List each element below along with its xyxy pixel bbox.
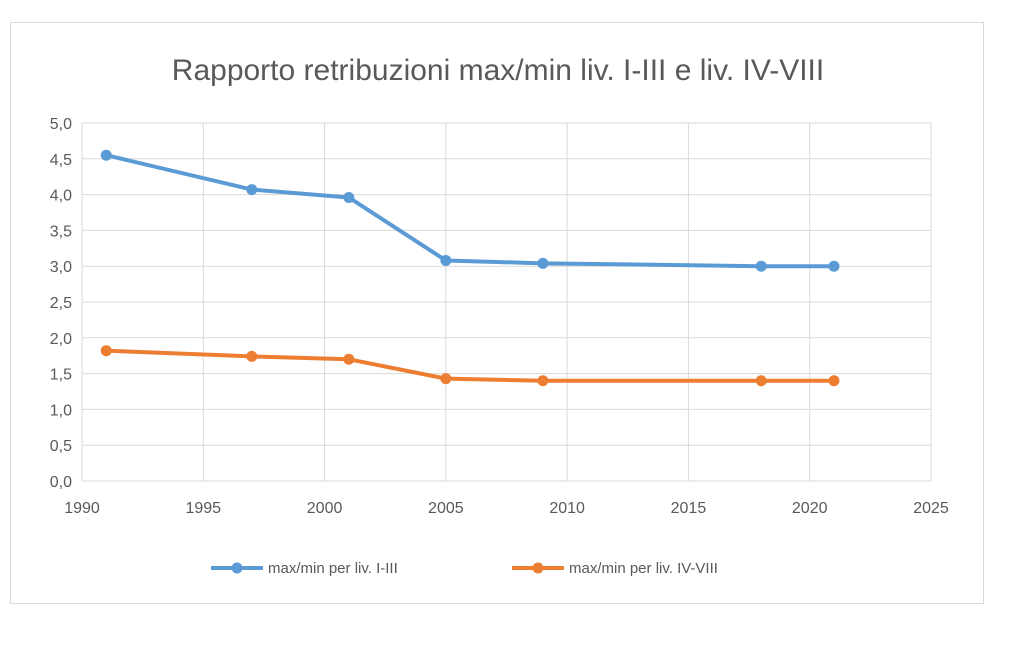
data-point: [343, 191, 355, 203]
x-tick-label: 2015: [671, 500, 707, 517]
x-tick-label: 2025: [913, 500, 949, 517]
x-tick-label: 2000: [307, 500, 343, 517]
data-point: [537, 375, 549, 387]
legend-label: max/min per liv. IV-VIII: [569, 560, 718, 577]
y-tick-label: 4,0: [50, 188, 72, 205]
axis-tick-labels: 0,0 0,5 1,0 1,5 2,0 2,5 3,0 3,5 4,0 4,5 5,0 1990 199…: [50, 116, 949, 517]
x-tick-label: 2020: [792, 500, 828, 517]
chart-frame: Rapporto retribuzioni max/min liv. I-III…: [10, 22, 984, 604]
data-point: [828, 260, 840, 272]
series-1: [100, 149, 840, 272]
y-tick-label: 4,5: [50, 152, 72, 169]
data-point: [755, 375, 767, 387]
x-tick-label: 1995: [185, 500, 221, 517]
data-point: [343, 353, 355, 365]
series-line: [104, 153, 836, 269]
y-tick-label: 2,0: [50, 331, 72, 348]
line-chart: Rapporto retribuzioni max/min liv. I-III…: [50, 54, 949, 577]
x-tick-label: 2005: [428, 500, 464, 517]
legend-marker: [532, 562, 544, 574]
y-tick-label: 5,0: [50, 116, 72, 133]
y-tick-label: 1,5: [50, 367, 72, 384]
y-tick-label: 2,5: [50, 295, 72, 312]
data-point: [440, 373, 452, 385]
x-tick-label: 1990: [64, 500, 100, 517]
legend-item: max/min per liv. I-III: [211, 560, 398, 577]
y-tick-label: 0,5: [50, 438, 72, 455]
data-point: [246, 184, 258, 196]
series-2: [100, 345, 840, 387]
data-point: [828, 375, 840, 387]
chart-title: Rapporto retribuzioni max/min liv. I-III…: [172, 54, 824, 87]
legend: max/min per liv. I-III max/min per liv. I…: [211, 560, 718, 577]
x-tick-label: 2010: [549, 500, 585, 517]
data-point: [755, 260, 767, 272]
y-tick-label: 1,0: [50, 402, 72, 419]
data-point: [537, 257, 549, 269]
data-point: [100, 149, 112, 161]
y-tick-label: 3,0: [50, 259, 72, 276]
series-layer: [100, 149, 840, 387]
y-tick-label: 0,0: [50, 474, 72, 491]
series-line: [104, 348, 836, 383]
data-point: [440, 254, 452, 266]
data-point: [246, 350, 258, 362]
legend-label: max/min per liv. I-III: [268, 560, 398, 577]
legend-marker: [231, 562, 243, 574]
y-tick-label: 3,5: [50, 223, 72, 240]
legend-item: max/min per liv. IV-VIII: [512, 560, 718, 577]
data-point: [100, 345, 112, 357]
gridlines: [81, 122, 932, 482]
